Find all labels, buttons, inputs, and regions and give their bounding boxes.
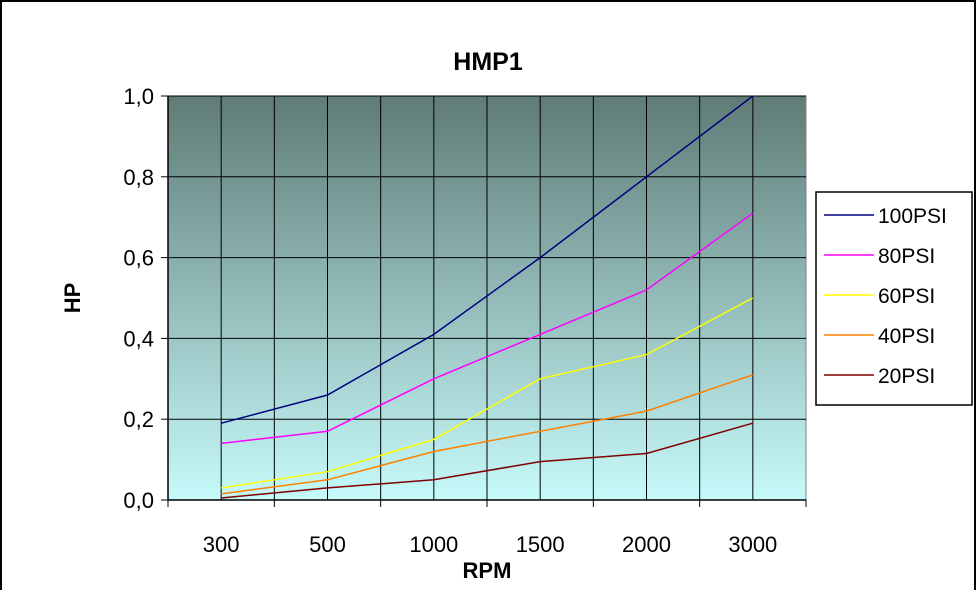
legend-label: 80PSI — [878, 245, 935, 268]
x-tick-label: 1000 — [409, 532, 458, 557]
axis-layer: 0,0 0,2 0,4 0,6 0,8 1,0 300 500 1000 1500 2000 3000 — [123, 84, 807, 557]
y-tick-label: 0,2 — [123, 407, 154, 432]
y-tick-label: 0,4 — [123, 326, 154, 351]
x-axis-title: RPM — [463, 558, 512, 583]
series-line-20psi — [221, 422, 754, 499]
y-tick-label: 0,0 — [123, 488, 154, 513]
y-tick-label: 1,0 — [123, 84, 154, 109]
x-tick-label: 3000 — [728, 532, 777, 557]
x-tick-label: 300 — [203, 532, 240, 557]
x-tick-label: 2000 — [622, 532, 671, 557]
y-tick-label: 0,6 — [123, 246, 154, 271]
legend-box — [815, 191, 973, 406]
x-tick-label: 500 — [309, 532, 346, 557]
series-line-40psi — [221, 374, 754, 495]
y-axis-title: HP — [60, 283, 85, 314]
grid-layer — [168, 95, 806, 500]
legend-label: 20PSI — [878, 365, 935, 388]
chart-title: HMP1 — [453, 48, 523, 76]
x-tick-label: 1500 — [516, 532, 565, 557]
legend-label: 60PSI — [878, 285, 935, 308]
legend-label: 100PSI — [878, 205, 947, 228]
series-line-100psi — [221, 95, 754, 424]
legend: 100PSI 80PSI 60PSI 40PSI 20PSI — [824, 205, 947, 388]
series-line-80psi — [221, 212, 754, 445]
series-line-60psi — [221, 297, 754, 489]
series-layer — [221, 95, 754, 499]
legend-label: 40PSI — [878, 325, 935, 348]
y-tick-label: 0,8 — [123, 165, 154, 190]
